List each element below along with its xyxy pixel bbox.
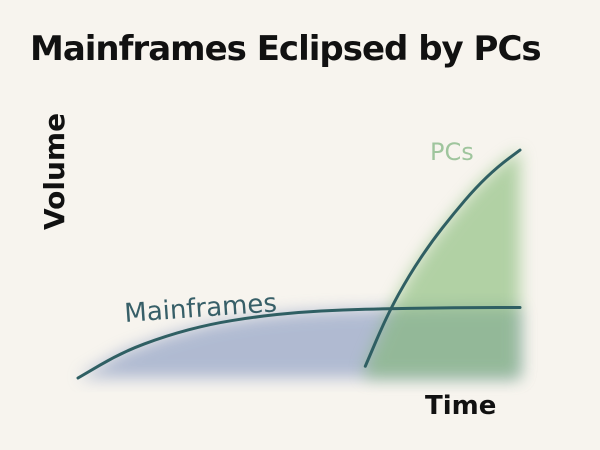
x-axis-label: Time xyxy=(425,391,496,421)
series-line-pcs xyxy=(363,148,522,368)
chart-title: Mainframes Eclipsed by PCs xyxy=(30,29,541,69)
series-lines xyxy=(76,148,522,380)
chart-area-fills xyxy=(78,150,520,378)
y-axis-label: Volume xyxy=(38,113,71,230)
series-line-mainframes xyxy=(76,305,522,380)
series-label-pcs: PCs xyxy=(430,138,474,166)
area-fill-pcs xyxy=(365,150,520,378)
